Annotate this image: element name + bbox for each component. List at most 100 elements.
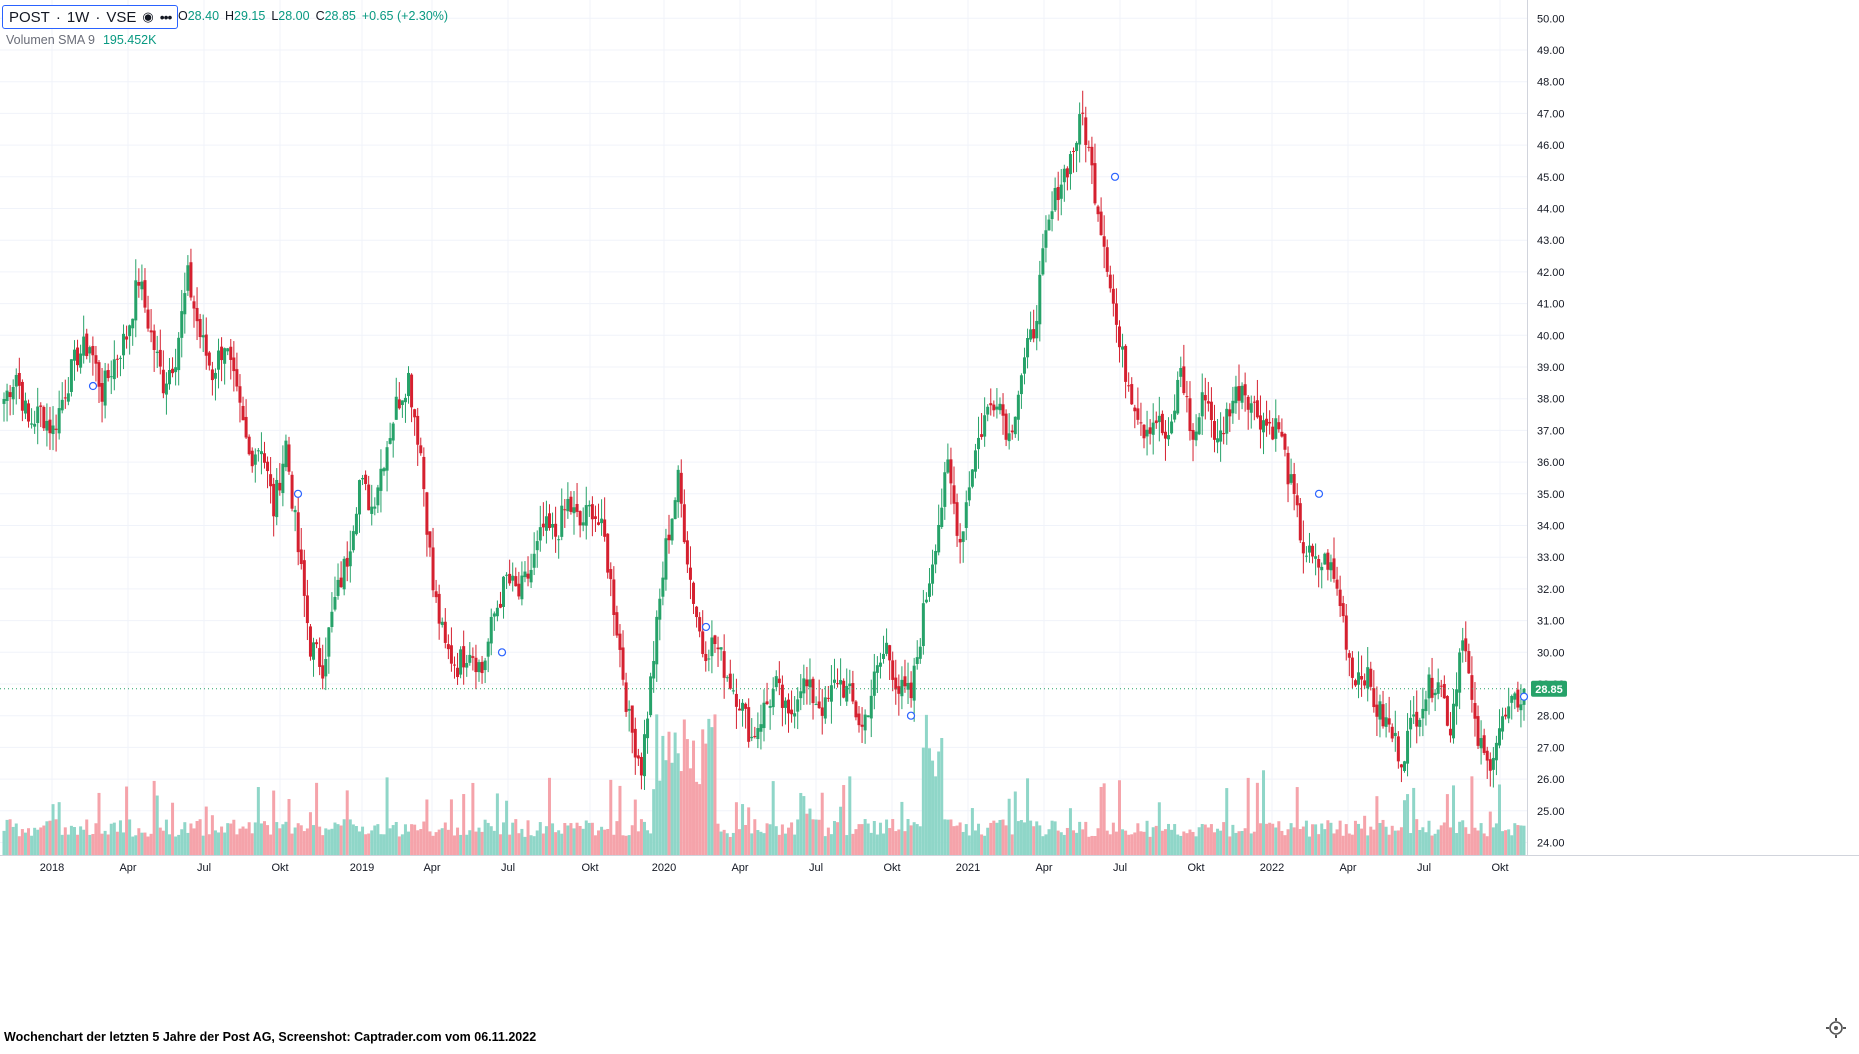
candle	[1121, 333, 1125, 368]
x-tick-label: Apr	[423, 862, 440, 874]
volume-bar	[201, 835, 205, 855]
volume-bar	[20, 829, 24, 855]
volume-bar	[1121, 829, 1125, 855]
candle	[391, 421, 395, 458]
volume-legend[interactable]: Volumen SMA 9 195.452K	[6, 33, 156, 47]
volume-bar	[477, 827, 481, 855]
volume-bar	[768, 824, 772, 855]
candle	[1271, 417, 1275, 441]
volume-bar	[272, 790, 276, 855]
volume-bar	[961, 831, 965, 855]
candle	[1402, 760, 1406, 773]
volume-bar	[1488, 811, 1492, 855]
candle	[658, 588, 662, 641]
candle	[894, 659, 898, 705]
volume-bar	[51, 804, 55, 855]
volume-bar	[869, 832, 873, 855]
settings-icon[interactable]	[1826, 1018, 1846, 1038]
candle	[1102, 215, 1106, 269]
candle	[529, 553, 533, 588]
candle	[710, 620, 714, 674]
volume-bar	[762, 833, 766, 855]
volume-bar	[48, 820, 52, 855]
y-tick-label: 24.00	[1537, 838, 1565, 850]
dividend-marker	[88, 381, 98, 391]
volume-bar	[149, 833, 153, 855]
volume-bar	[1387, 834, 1391, 855]
volume-bar	[1154, 825, 1158, 855]
volume-bar	[1114, 831, 1118, 855]
candle	[1418, 717, 1422, 737]
volume-bar	[259, 823, 263, 855]
candle	[940, 488, 944, 529]
volume-bar	[1203, 824, 1207, 855]
candle	[593, 505, 597, 532]
candle	[397, 382, 401, 410]
volume-bar	[603, 829, 607, 855]
candle	[1488, 752, 1492, 787]
volume-bar	[734, 802, 738, 855]
volume-bar	[1350, 834, 1354, 855]
volume-bar	[33, 827, 37, 855]
candle	[692, 581, 696, 615]
volume-bar	[82, 829, 86, 855]
volume-bar	[1467, 833, 1471, 855]
volume-bar	[526, 820, 530, 855]
volume-bar	[1105, 830, 1109, 855]
candle	[783, 697, 787, 725]
candle	[1176, 371, 1180, 416]
candle	[998, 397, 1002, 415]
candle	[1225, 402, 1229, 445]
volume-bar	[793, 834, 797, 855]
candle	[888, 644, 892, 680]
volume-bar	[1136, 823, 1140, 855]
candle	[538, 505, 542, 552]
candle	[1032, 309, 1036, 343]
volume-bar	[1047, 829, 1051, 855]
x-tick-label: 2020	[652, 862, 676, 874]
volume-bar	[949, 819, 953, 855]
volume-bar	[737, 829, 741, 855]
candle	[1317, 554, 1321, 588]
eye-icon[interactable]: ◉	[142, 9, 154, 24]
volume-bar	[885, 819, 889, 855]
symbol-legend[interactable]: POST · 1W · VSE ◉ •••	[2, 5, 179, 29]
candle	[348, 530, 352, 583]
volume-bar	[578, 825, 582, 855]
candle	[722, 634, 726, 699]
volume-bar	[281, 824, 285, 855]
candle	[805, 666, 809, 705]
candle	[777, 661, 781, 696]
candle	[1252, 395, 1256, 421]
candle	[584, 486, 588, 540]
volume-bar	[707, 718, 711, 855]
more-icon[interactable]: •••	[159, 9, 173, 25]
candle	[587, 500, 591, 517]
volume-bar	[811, 819, 815, 855]
volume-bar	[808, 808, 812, 855]
candle	[633, 717, 637, 775]
candle	[287, 436, 291, 475]
volume-bar	[590, 822, 594, 855]
candle	[961, 531, 965, 563]
candle	[416, 407, 420, 466]
candle	[829, 665, 833, 724]
candle	[308, 623, 312, 661]
volume-bar	[1452, 785, 1456, 855]
volume-bar	[946, 819, 950, 855]
candle	[54, 414, 58, 452]
volume-bar	[1062, 834, 1066, 855]
candle	[498, 591, 502, 609]
candle	[1497, 709, 1501, 749]
volume-bar	[1344, 824, 1348, 855]
volume-bar	[1427, 820, 1431, 855]
candle	[272, 477, 276, 537]
candle	[1182, 344, 1186, 396]
volume-bar	[1482, 833, 1486, 855]
volume-bar	[94, 823, 98, 855]
volume-bar	[1372, 829, 1376, 855]
volume-bar	[125, 786, 129, 855]
candle	[1473, 682, 1477, 737]
